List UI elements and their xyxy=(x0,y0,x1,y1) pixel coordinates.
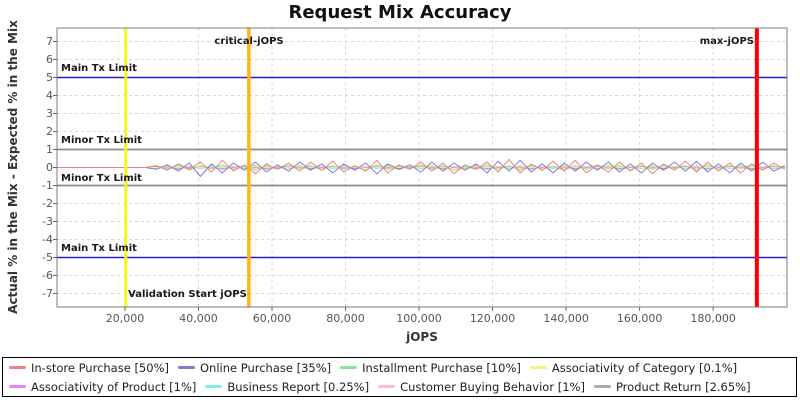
x-tick-label: 160,000 xyxy=(616,312,663,325)
x-tick-label: 60,000 xyxy=(252,312,292,325)
minor-tx-limit-lower-label: Minor Tx Limit xyxy=(61,173,142,184)
y-tick-label: 3 xyxy=(46,107,53,120)
legend-item-label: Business Report [0.25%] xyxy=(227,379,370,394)
series-line-2 xyxy=(57,164,785,171)
y-tick-label: 6 xyxy=(46,53,53,66)
legend-item: Business Report [0.25%] xyxy=(205,380,369,394)
series-line-4 xyxy=(57,166,785,169)
series-line-5 xyxy=(57,166,785,169)
max-jops-marker-label: max-jOPS xyxy=(699,36,754,47)
y-tick-label: -3 xyxy=(42,215,53,228)
legend-swatch-icon xyxy=(205,385,223,388)
y-tick-label: -2 xyxy=(42,197,53,210)
legend-item-label: In-store Purchase [50%] xyxy=(31,360,169,375)
legend-item-label: Online Purchase [35%] xyxy=(199,360,332,375)
y-tick-label: -4 xyxy=(42,233,53,246)
x-axis-label: jOPS xyxy=(406,330,438,344)
y-tick-label: 1 xyxy=(46,143,53,156)
data-series xyxy=(57,158,786,177)
legend-row: In-store Purchase [50%] Online Purchase [… xyxy=(3,358,796,377)
legend-swatch-icon xyxy=(529,366,547,369)
legend-item-label: Associativity of Category [0.1%] xyxy=(551,360,738,375)
legend-item: Installment Purchase [10%] xyxy=(340,361,521,375)
main-tx-limit-lower-label: Main Tx Limit xyxy=(61,243,137,254)
chart-title: Request Mix Accuracy xyxy=(288,2,512,23)
legend-item: Associativity of Product [1%] xyxy=(9,380,196,394)
y-tick-label: -1 xyxy=(42,179,53,192)
minor-tx-limit-upper-label: Minor Tx Limit xyxy=(61,135,142,146)
legend-swatch-icon xyxy=(340,366,358,369)
validation-start-marker-label: Validation Start jOPS xyxy=(128,289,247,300)
y-tick-label: -7 xyxy=(42,287,53,300)
legend-item: In-store Purchase [50%] xyxy=(9,361,169,375)
x-tick-label: 100,000 xyxy=(396,312,442,325)
limit-lines xyxy=(57,76,787,259)
legend-swatch-icon xyxy=(593,385,611,388)
x-tick-label: 40,000 xyxy=(179,312,218,325)
y-tick-label: 0 xyxy=(46,161,53,174)
tick-marks xyxy=(53,41,714,311)
legend-swatch-icon xyxy=(9,385,26,388)
legend-item-label: Product Return [2.65%] xyxy=(615,379,751,394)
y-tick-label: 7 xyxy=(46,35,53,48)
main-tx-limit-upper-label: Main Tx Limit xyxy=(61,63,137,74)
legend-swatch-icon xyxy=(177,366,195,369)
x-tick-label: 20,000 xyxy=(105,312,145,325)
y-tick-label: 5 xyxy=(46,71,53,84)
y-axis-label: Actual % in the Mix - Expected % in the … xyxy=(6,20,20,314)
critical-jops-marker-label: critical-jOPS xyxy=(214,36,284,47)
legend-swatch-icon xyxy=(378,385,396,388)
series-line-0 xyxy=(57,158,786,175)
y-tick-label: -6 xyxy=(42,269,53,282)
x-tick-label: 180,000 xyxy=(690,312,736,325)
x-tick-label: 80,000 xyxy=(326,312,365,325)
series-line-3 xyxy=(57,166,785,169)
y-tick-label: -5 xyxy=(42,251,53,264)
legend-row: Associativity of Product [1%] Business Re… xyxy=(3,377,796,396)
legend-item: Customer Buying Behavior [1%] xyxy=(378,380,585,394)
legend-item-label: Associativity of Product [1%] xyxy=(31,379,197,394)
y-tick-label: 4 xyxy=(46,89,53,102)
x-tick-label: 120,000 xyxy=(469,312,516,325)
legend-item-label: Customer Buying Behavior [1%] xyxy=(400,379,585,394)
legend-item: Online Purchase [35%] xyxy=(177,360,332,375)
y-tick-label: 2 xyxy=(46,125,53,138)
plot-canvas xyxy=(53,27,788,311)
legend-item-label: Installment Purchase [10%] xyxy=(362,360,521,375)
legend-item: Associativity of Category [0.1%] xyxy=(529,360,738,375)
series-line-1 xyxy=(57,159,786,177)
legend-swatch-icon xyxy=(9,366,26,369)
x-tick-label: 140,000 xyxy=(543,312,589,325)
marker-lines xyxy=(124,28,759,307)
chart-legend: In-store Purchase [50%] Online Purchase [… xyxy=(2,357,797,397)
legend-item: Product Return [2.65%] xyxy=(593,379,751,394)
